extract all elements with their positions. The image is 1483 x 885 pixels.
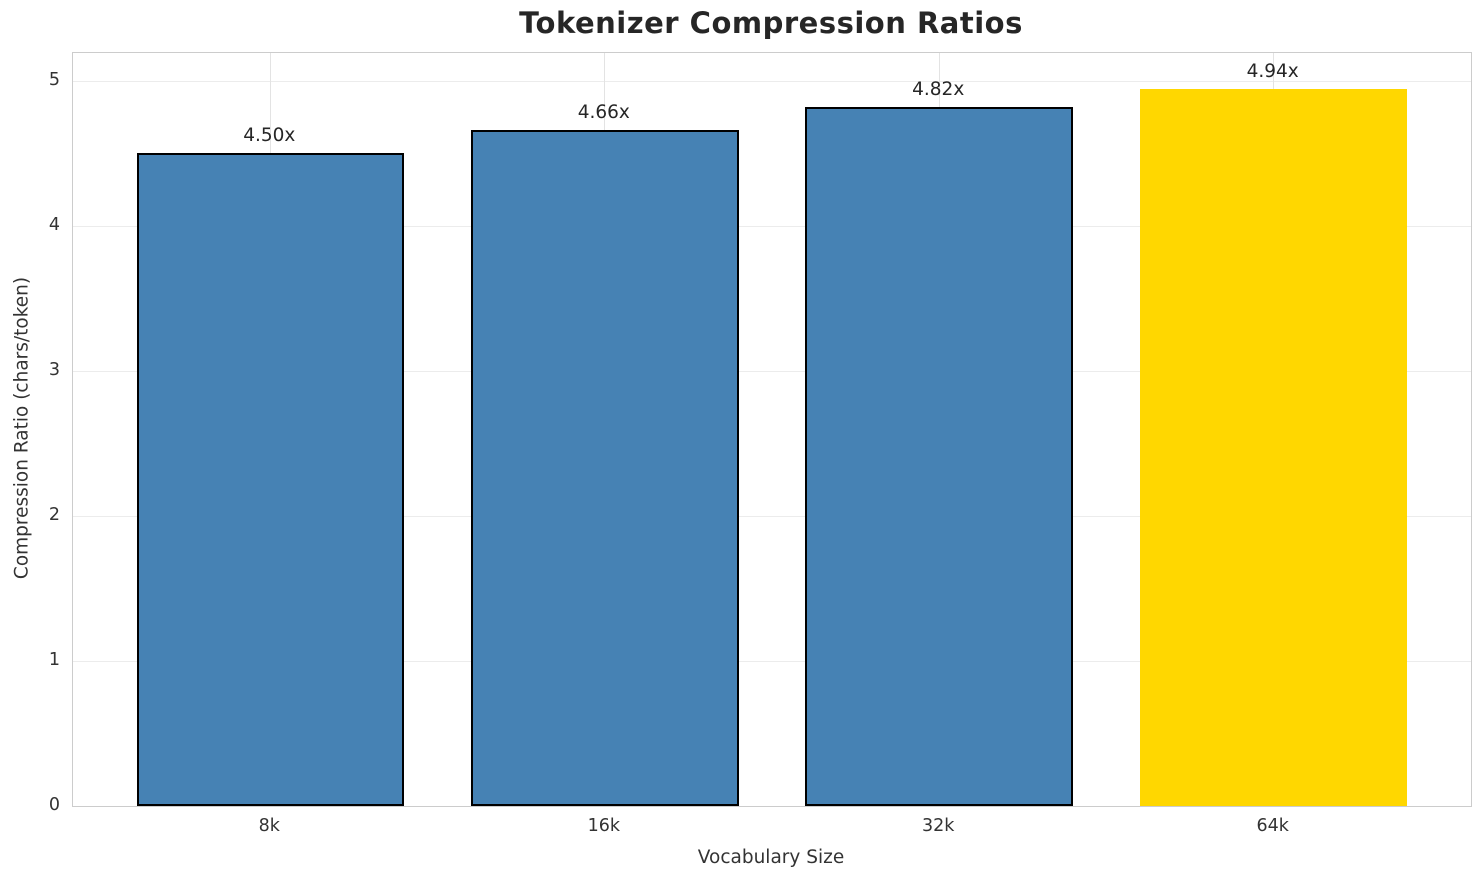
bar-value-label: 4.82x (912, 78, 965, 100)
x-axis-label: Vocabulary Size (697, 847, 845, 868)
y-gridline (73, 660, 1471, 662)
chart-title: Tokenizer Compression Ratios (519, 6, 1023, 40)
y-gridline (73, 80, 1471, 82)
y-gridline (73, 370, 1471, 372)
y-tick-label: 2 (48, 504, 60, 525)
y-tick-label: 3 (48, 359, 60, 380)
bar (1139, 89, 1408, 806)
bar (470, 129, 739, 806)
x-tick-label: 64k (1256, 816, 1289, 836)
y-axis-label: Compression Ratio (chars/token) (11, 276, 33, 580)
y-gridline (73, 515, 1471, 517)
y-tick-label: 4 (48, 214, 60, 235)
bar-value-label: 4.66x (577, 101, 630, 123)
bar (136, 153, 405, 806)
y-tick-label: 5 (48, 69, 60, 90)
bar-value-label: 4.94x (1246, 61, 1299, 83)
y-tick-label: 0 (48, 795, 60, 815)
x-tick-label: 32k (922, 816, 955, 836)
y-gridline (73, 225, 1471, 227)
plot-area (72, 52, 1472, 807)
bar-value-label: 4.50x (243, 125, 296, 147)
x-tick-label: 16k (587, 816, 620, 836)
y-tick-label: 1 (48, 649, 60, 670)
x-tick-label: 8k (258, 816, 280, 836)
bar (805, 106, 1073, 806)
